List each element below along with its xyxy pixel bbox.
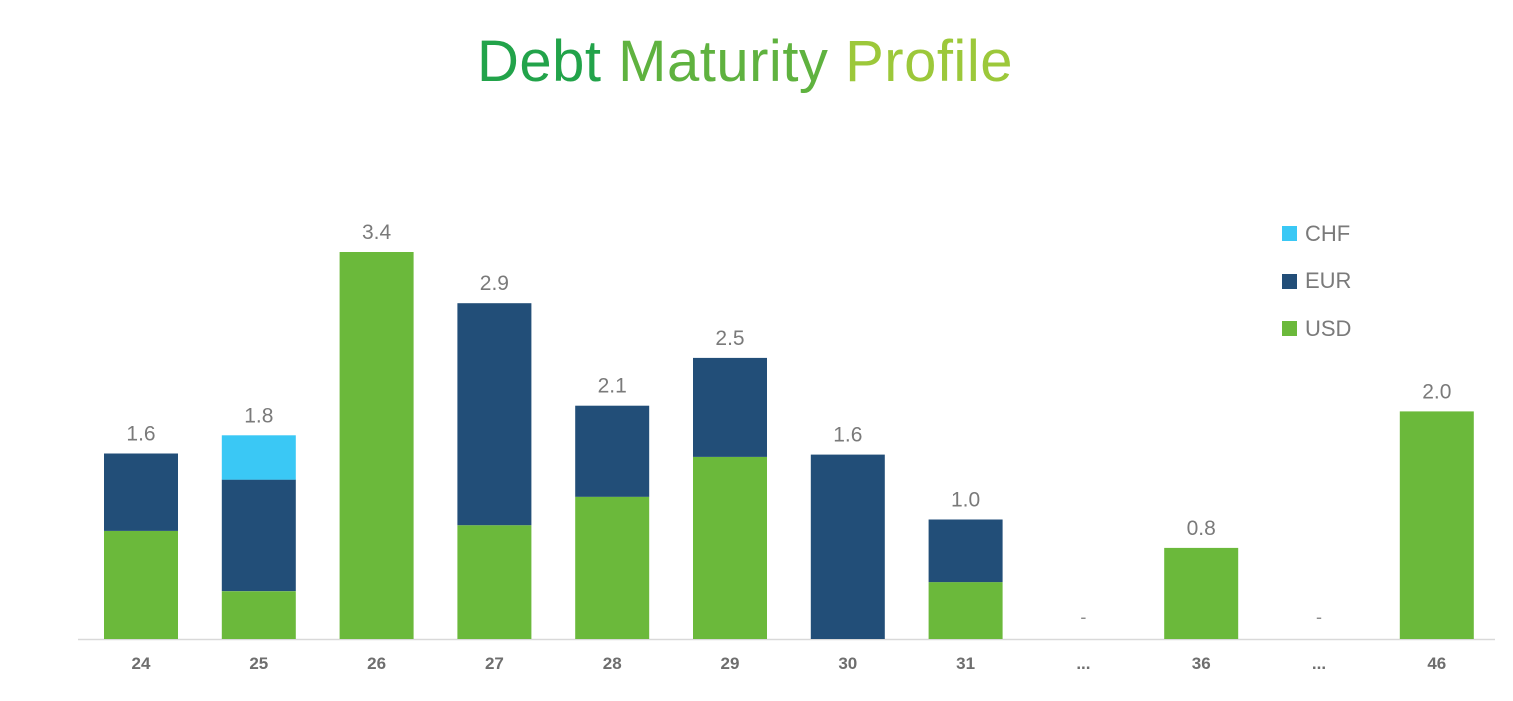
bar-eur-1 bbox=[221, 479, 296, 592]
data-label-4: 2.1 bbox=[598, 375, 627, 398]
legend-item-usd: USD bbox=[1282, 305, 1351, 353]
data-label-2: 3.4 bbox=[362, 221, 392, 244]
bar-usd-5 bbox=[693, 456, 767, 639]
data-label-0: 1.6 bbox=[126, 422, 155, 445]
legend-item-eur: EUR bbox=[1282, 258, 1351, 306]
x-tick-label-10: ... bbox=[1312, 654, 1326, 673]
legend-label-usd: USD bbox=[1305, 315, 1352, 341]
bar-usd-0 bbox=[104, 530, 178, 639]
x-tick-label-9: 36 bbox=[1192, 654, 1211, 673]
data-label-10: - bbox=[1316, 607, 1322, 627]
bar-eur-0 bbox=[104, 453, 178, 531]
x-tick-label-11: 46 bbox=[1427, 654, 1446, 673]
bar-eur-7 bbox=[928, 519, 1003, 583]
legend-label-eur: EUR bbox=[1305, 268, 1352, 294]
data-label-7: 1.0 bbox=[951, 488, 980, 511]
data-label-6: 1.6 bbox=[833, 424, 862, 447]
title-word-debt: Debt bbox=[477, 29, 602, 94]
data-label-5: 2.5 bbox=[715, 327, 744, 350]
bar-usd-4 bbox=[575, 496, 650, 639]
bar-usd-11 bbox=[1399, 411, 1474, 639]
legend-label-chf: CHF bbox=[1305, 220, 1351, 246]
data-label-9: 0.8 bbox=[1187, 517, 1216, 540]
x-tick-label-4: 28 bbox=[603, 654, 622, 673]
x-tick-label-7: 31 bbox=[956, 654, 975, 673]
bar-eur-6 bbox=[810, 454, 885, 639]
bar-eur-4 bbox=[575, 405, 650, 497]
chart-legend: CHF EUR USD bbox=[1282, 210, 1351, 353]
bar-usd-3 bbox=[457, 525, 532, 639]
bar-usd-1 bbox=[221, 591, 296, 639]
legend-item-chf: CHF bbox=[1282, 210, 1351, 258]
bar-usd-9 bbox=[1164, 547, 1239, 639]
bar-eur-3 bbox=[457, 303, 532, 526]
x-tick-label-6: 30 bbox=[838, 654, 857, 673]
bar-chf-1 bbox=[221, 435, 296, 480]
legend-swatch-eur bbox=[1282, 273, 1297, 289]
bar-eur-5 bbox=[693, 357, 767, 457]
x-tick-label-8: ... bbox=[1076, 654, 1090, 673]
bar-usd-2 bbox=[339, 252, 414, 639]
data-label-3: 2.9 bbox=[480, 272, 509, 295]
data-label-1: 1.8 bbox=[244, 404, 273, 427]
x-tick-label-5: 29 bbox=[721, 654, 740, 673]
title-word-maturity: Maturity bbox=[618, 29, 829, 94]
title-word-profile: Profile bbox=[845, 29, 1013, 94]
data-label-11: 2.0 bbox=[1422, 380, 1451, 403]
x-tick-label-0: 24 bbox=[132, 654, 151, 673]
legend-swatch-chf bbox=[1282, 226, 1297, 242]
x-tick-label-1: 25 bbox=[249, 654, 268, 673]
bar-usd-7 bbox=[928, 582, 1003, 639]
x-tick-label-3: 27 bbox=[485, 654, 504, 673]
legend-swatch-usd bbox=[1282, 321, 1297, 337]
chart-title: Debt Maturity Profile bbox=[0, 28, 1490, 95]
x-tick-label-2: 26 bbox=[367, 654, 386, 673]
data-label-8: - bbox=[1080, 607, 1086, 627]
